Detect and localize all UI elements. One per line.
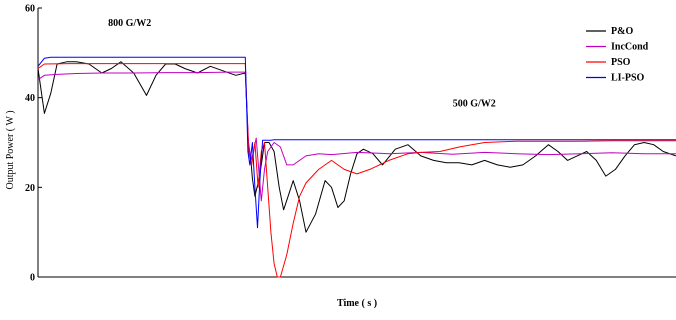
legend-label: PSO <box>611 57 631 68</box>
y-tick-label: 40 <box>25 93 35 104</box>
x-axis-title: Time ( s ) <box>337 298 377 309</box>
series-line-pso <box>37 63 676 278</box>
y-tick-label: 20 <box>25 183 35 194</box>
series-line-inccond <box>37 71 676 202</box>
plot-lines <box>37 56 676 278</box>
axes: 0 20 40 60 <box>25 4 676 284</box>
series-line-p-o <box>37 61 676 233</box>
y-tick-label: 0 <box>30 273 35 284</box>
legend-label: P&O <box>611 26 633 37</box>
legend-label: LI-PSO <box>611 73 645 84</box>
annotations: 800 G/W2 500 G/W2 <box>108 18 496 110</box>
y-axis-title: Output Power ( W ) <box>5 110 16 189</box>
y-tick-label: 60 <box>25 4 35 15</box>
legend: P&O IncCond PSO LI-PSO <box>586 26 649 84</box>
legend-label: IncCond <box>611 42 649 53</box>
series-line-li-pso <box>37 56 676 229</box>
annotation-1: 800 G/W2 <box>108 18 151 29</box>
annotation-2: 500 G/W2 <box>453 99 496 110</box>
